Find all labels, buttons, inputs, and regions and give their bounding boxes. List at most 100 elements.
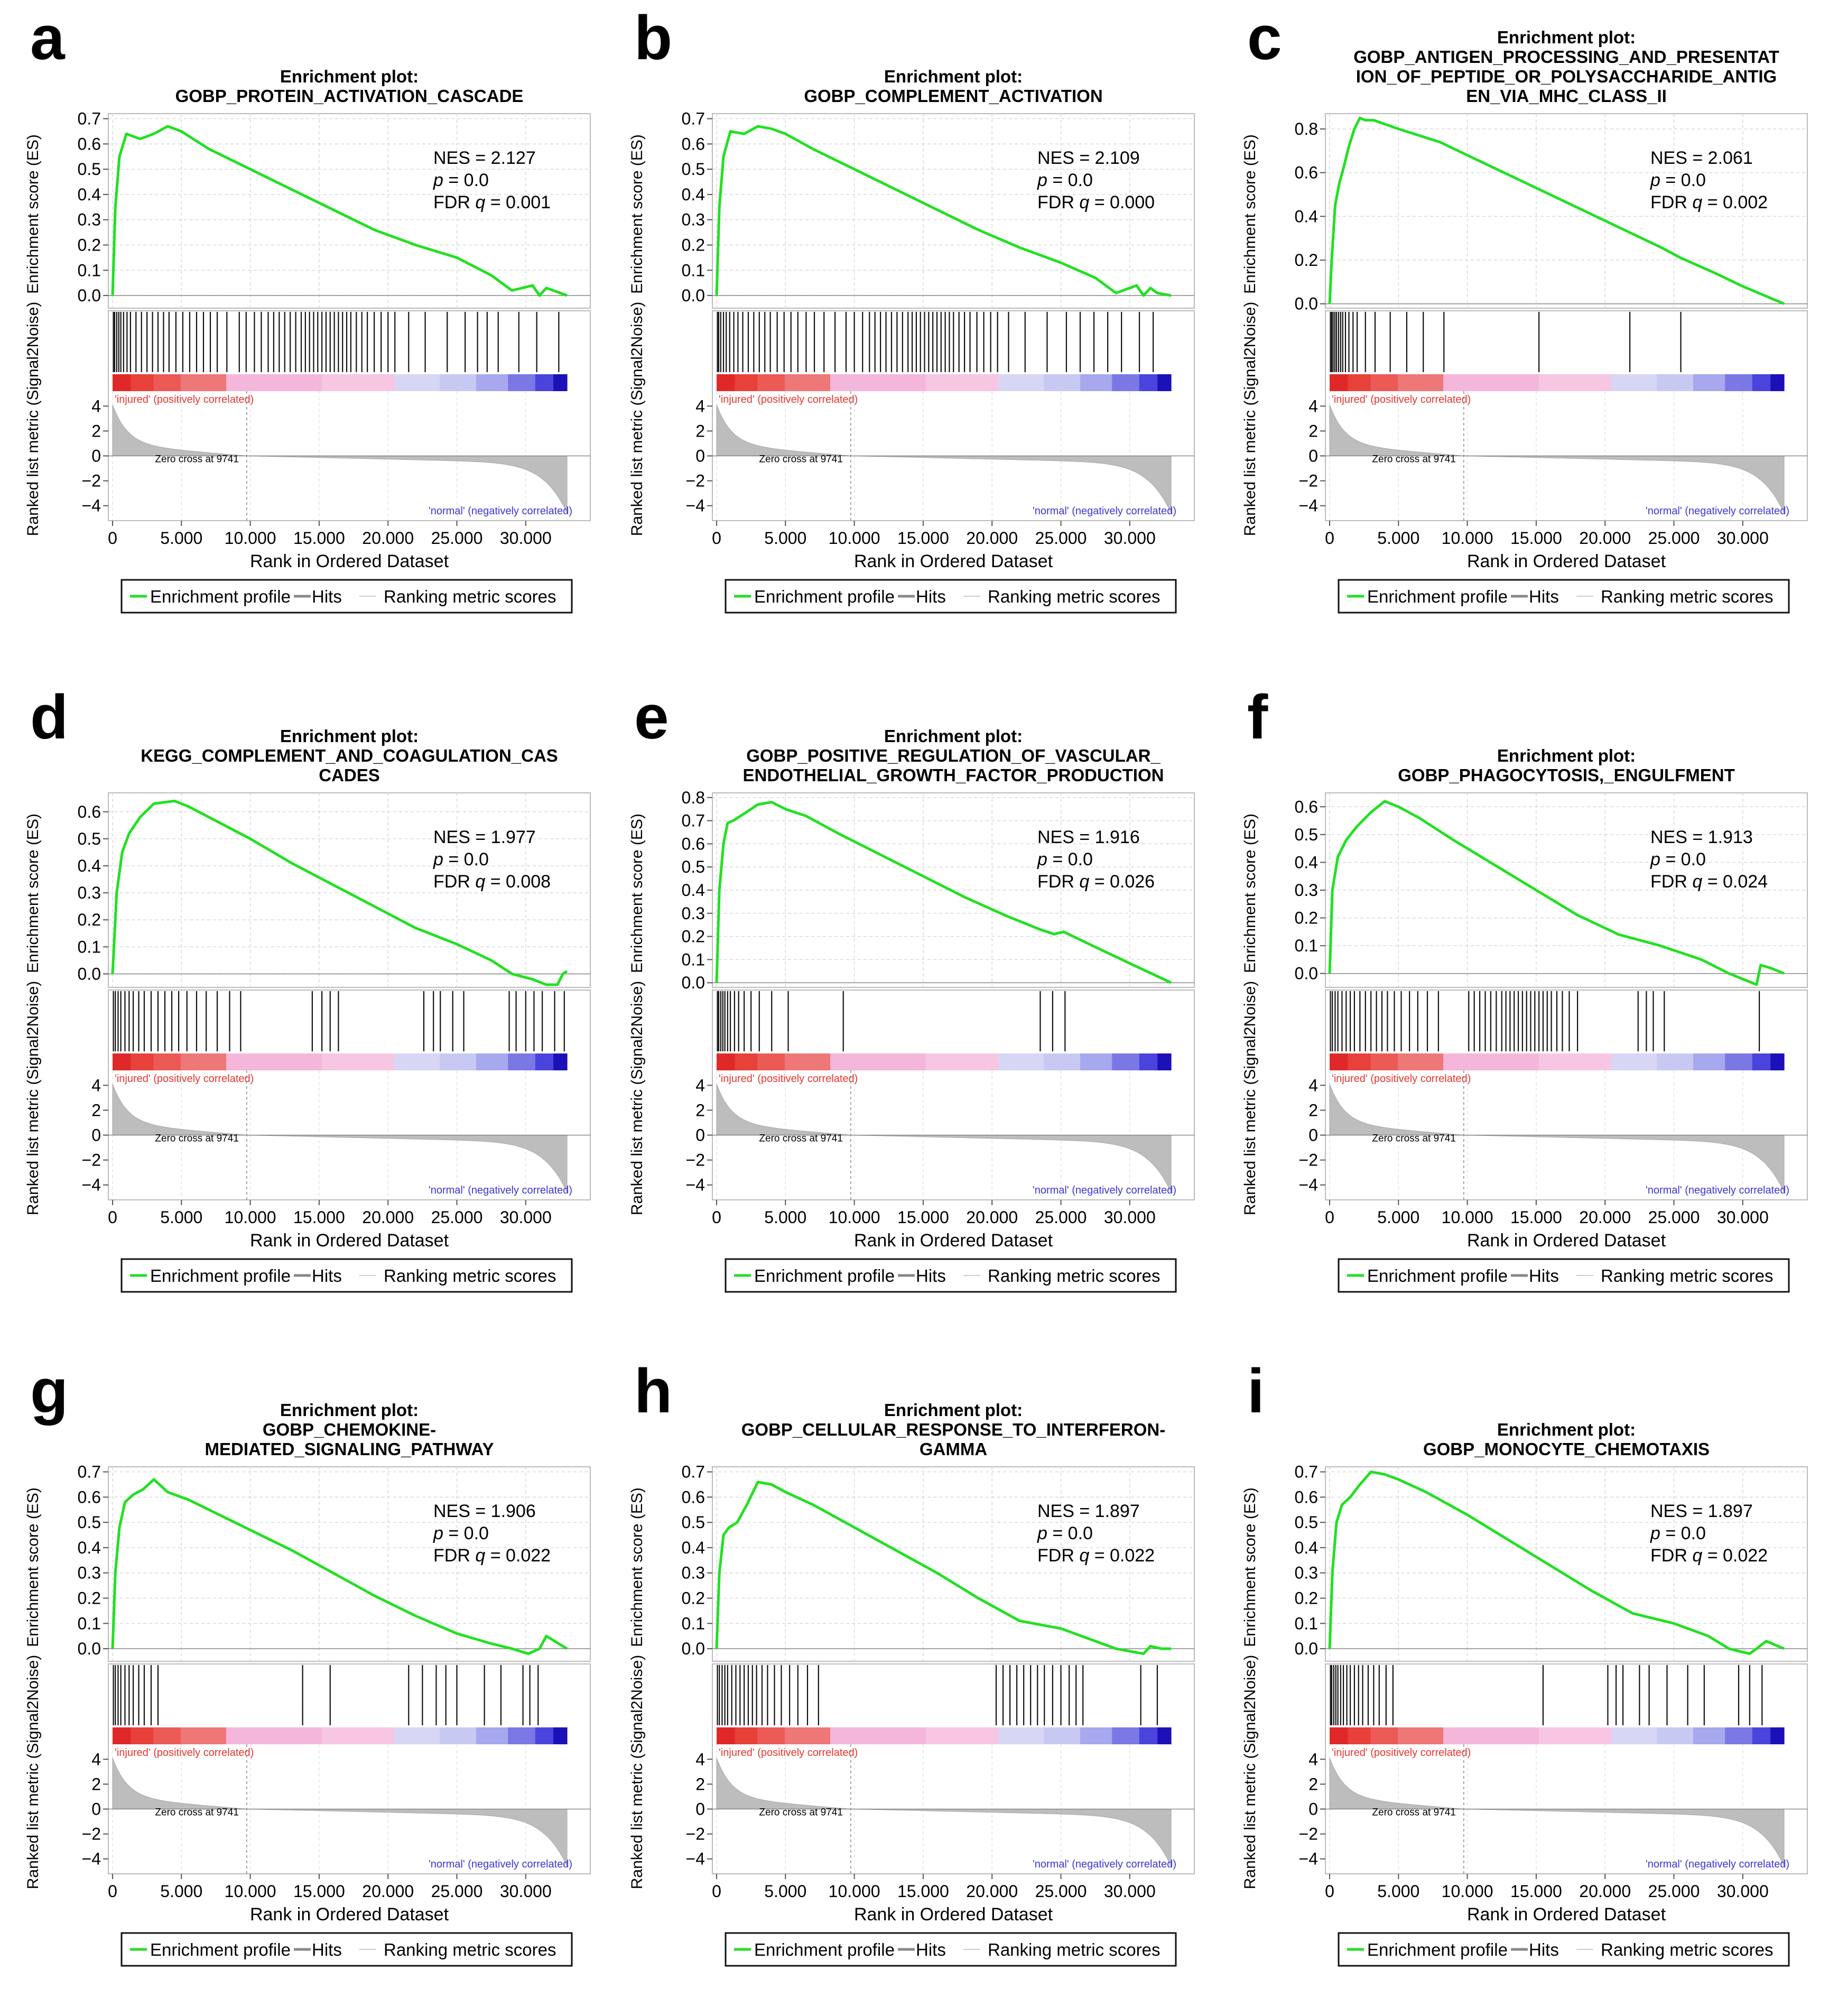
color-bar-segment [998,1053,1044,1070]
p-stat-part-0: p [1037,849,1047,870]
x-tick-label: 0 [712,529,721,548]
es-frame [108,113,591,309]
x-tick-label: 30.000 [500,529,552,548]
x-tick-label: 0 [1325,1882,1334,1901]
es-tick-label: 0.1 [78,1614,101,1633]
legend-profile-label: Enrichment profile [150,1940,291,1959]
gene-set-title: ION_OF_PEPTIDE_OR_POLYSACCHARIDE_ANTIG [1356,67,1777,86]
fdr-stat-part-2: = 0.022 [1702,1546,1768,1566]
legend-ranking-label: Ranking metric scores [1601,587,1773,606]
x-tick-label: 0 [1325,529,1334,548]
es-tick-label: 0.6 [1295,1487,1318,1506]
es-tick-label: 0.2 [78,236,101,255]
p-stat-part-1: = 0.0 [1660,170,1706,190]
es-tick-label: 0.4 [682,185,705,204]
es-tick-label: 0.3 [1295,1564,1318,1583]
p-stat: p = 0.0 [433,170,489,190]
x-tick-label: 25.000 [431,1882,483,1901]
color-bar-segment [508,374,536,391]
panel-e: e Enrichment plot:GOBP_POSITIVE_REGULATIO… [628,682,1195,1293]
es-curve [1328,800,1785,986]
rank-tick-label: 2 [1308,1101,1318,1120]
nes-stat-part-1: 1.897 [1095,1501,1140,1521]
ranked-metric-area [112,404,568,514]
fdr-stat-part-2: = 0.024 [1702,872,1768,892]
legend-box [725,1932,1177,1967]
x-tick-label: 25.000 [431,529,483,548]
rank-frame [712,989,1195,1200]
fdr-stat-part-2: = 0.022 [485,1546,551,1566]
ranked-metric-area [1329,1084,1785,1193]
legend-profile-label: Enrichment profile [1367,1940,1508,1959]
es-tick-label: 0.2 [78,910,101,929]
positive-correlation-label: 'injured' (positively correlated) [719,394,858,405]
fdr-stat: FDR q = 0.022 [1037,1546,1155,1566]
color-bar-segment [998,374,1044,391]
es-tick-label: 0.7 [1295,1463,1318,1482]
rank-axis-label: Ranked list metric (Signal2Noise) [1241,1655,1259,1890]
fdr-stat: FDR q = 0.022 [433,1546,551,1566]
ranked-metric-area [1329,404,1785,514]
es-axis-label: Enrichment score (ES) [628,134,646,294]
es-axis-label: Enrichment score (ES) [628,813,646,973]
color-bar-segment [717,374,735,391]
x-tick-label: 20.000 [966,1882,1018,1901]
plot-heading: Enrichment plot: [884,1400,1023,1420]
nes-stat-part-0: NES = [433,1501,491,1521]
zero-cross-label: Zero cross at 9741 [155,1807,238,1818]
legend-box [725,1258,1177,1293]
x-tick-label: 5.000 [1377,1208,1419,1227]
es-tick-label: 0.5 [78,160,101,179]
legend-hits-label: Hits [312,587,342,606]
es-tick-label: 0.7 [78,1463,101,1482]
es-frame [1325,1466,1808,1662]
color-bar-segment [1044,1053,1081,1070]
color-bar-segment [1725,1053,1753,1070]
es-tick-label: 0.7 [78,109,101,128]
color-bar-segment [1112,374,1140,391]
x-tick-label: 20.000 [362,1208,414,1227]
p-stat: p = 0.0 [433,849,489,870]
nes-stat-part-0: NES = [1650,148,1708,168]
fdr-stat-part-0: FDR [1037,1546,1079,1566]
color-bar-segment [1139,374,1158,391]
es-frame [108,792,591,988]
color-bar-segment [1080,1053,1112,1070]
color-bar-segment [1398,1727,1444,1744]
positive-correlation-label: 'injured' (positively correlated) [115,394,254,405]
x-tick-label: 0 [108,1882,117,1901]
panel-letter: g [30,1356,68,1426]
rank-tick-label: 2 [695,421,705,440]
x-axis-label: Rank in Ordered Dataset [250,551,449,571]
plot-heading: Enrichment plot: [280,67,419,86]
es-curve [1328,1471,1785,1656]
color-bar-segment [757,1053,785,1070]
plot-heading: Enrichment plot: [884,726,1023,746]
es-frame [108,1466,591,1662]
color-bar-segment [476,1053,508,1070]
x-tick-label: 25.000 [1648,1208,1700,1227]
rank-tick-label: 0 [1308,1800,1318,1819]
color-bar-segment [1752,374,1771,391]
rank-tick-label: −4 [686,1176,705,1195]
color-bar-segment [181,1053,227,1070]
es-axis-label: Enrichment score (ES) [1241,1487,1259,1647]
ranked-metric-area [1329,1758,1785,1867]
legend-profile-label: Enrichment profile [1367,587,1508,606]
x-tick-label: 15.000 [897,1882,949,1901]
fdr-stat-part-1: q [475,872,485,892]
legend-hits-label: Hits [1529,587,1559,606]
es-tick-label: 0.1 [682,1614,705,1633]
color-bar-segment [394,1727,440,1744]
rank-tick-label: −4 [1299,1176,1318,1195]
legend-profile-label: Enrichment profile [754,1266,895,1286]
rank-tick-label: 4 [695,1750,705,1769]
x-tick-label: 5.000 [764,1882,806,1901]
gene-set-title: GOBP_POSITIVE_REGULATION_OF_VASCULAR_ [746,746,1161,765]
fdr-stat: FDR q = 0.024 [1650,872,1768,892]
color-bar-segment [1330,1053,1348,1070]
color-bar-segment [508,1053,536,1070]
fdr-stat-part-1: q [1079,872,1089,892]
color-bar-segment [1370,1053,1398,1070]
x-tick-label: 30.000 [500,1208,552,1227]
